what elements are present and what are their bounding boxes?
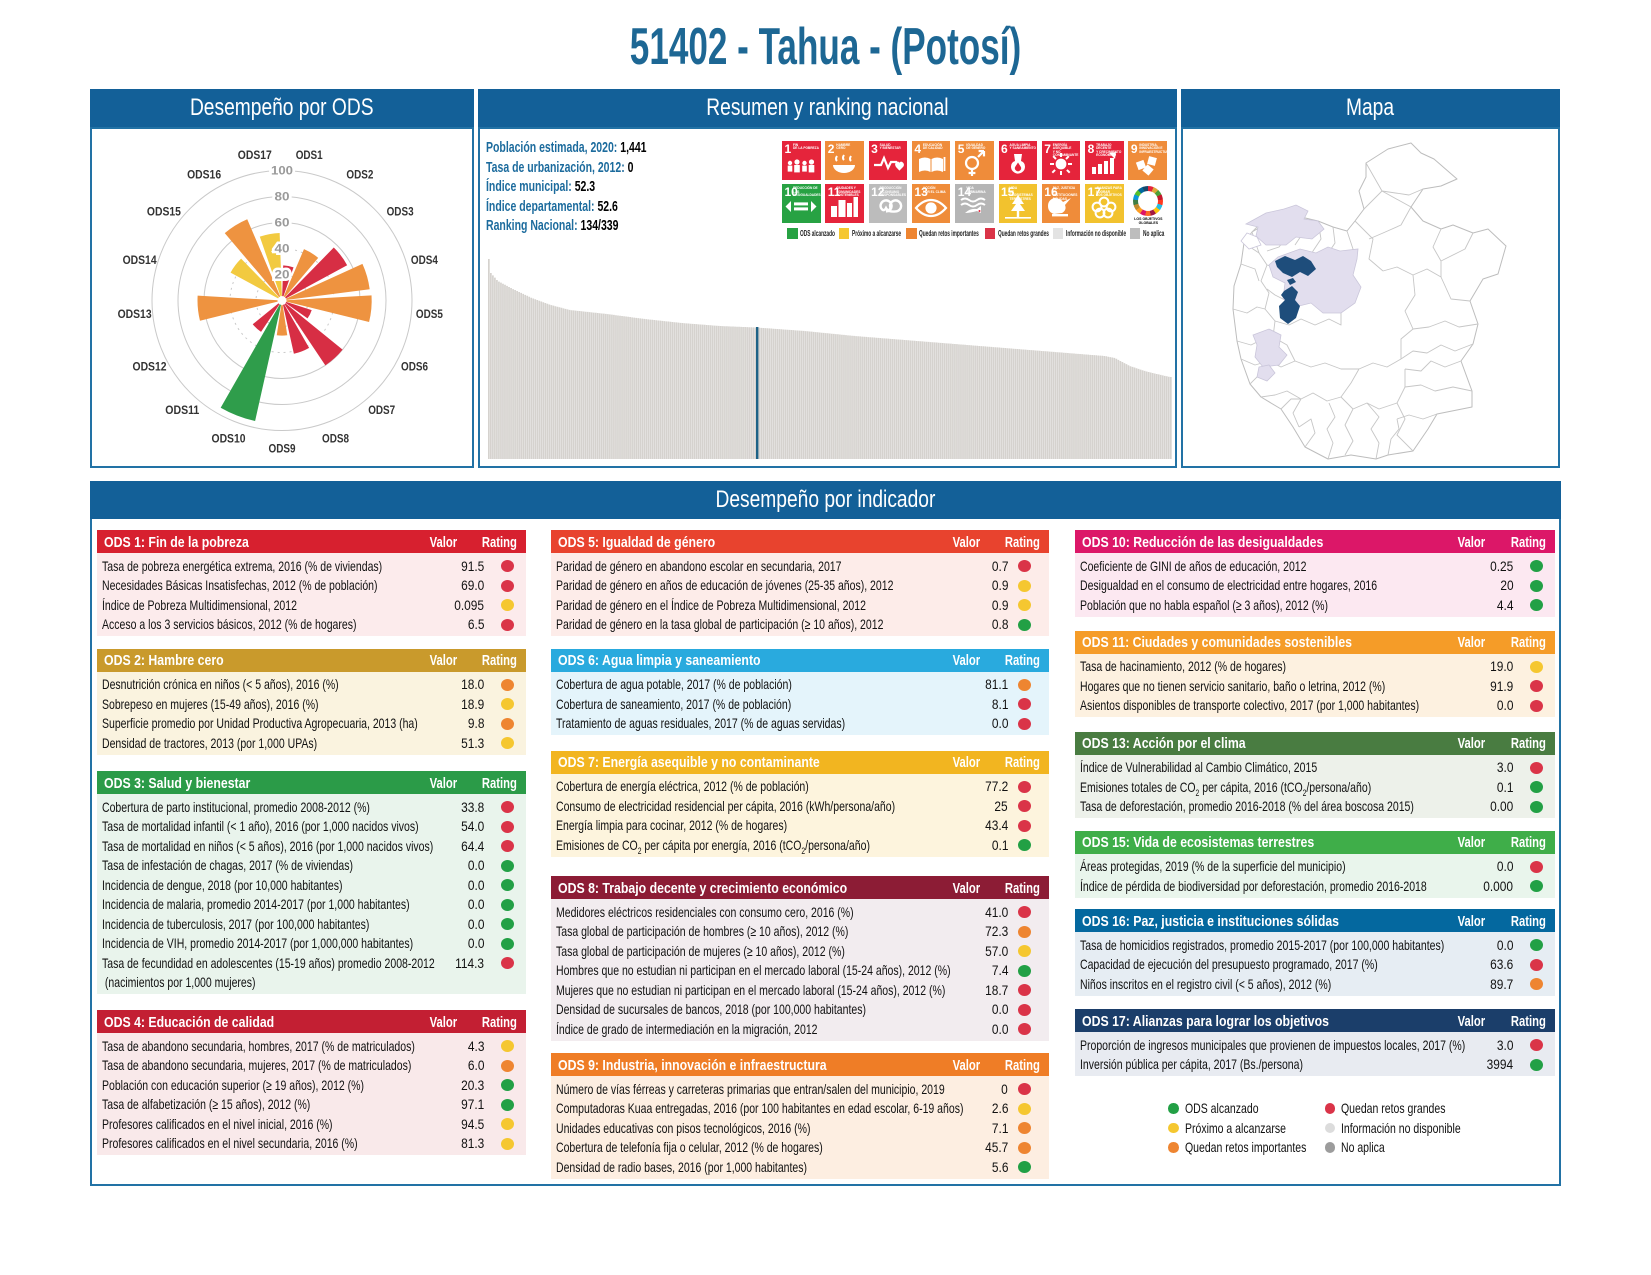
- svg-text:ODS6: ODS6: [401, 360, 428, 374]
- svg-text:ODS14: ODS14: [122, 253, 156, 267]
- svg-text:ODS1: ODS1: [295, 148, 322, 162]
- svg-text:ODS8: ODS8: [322, 432, 349, 446]
- svg-text:ODS7: ODS7: [368, 403, 395, 417]
- svg-text:ODS12: ODS12: [132, 360, 166, 374]
- svg-text:60: 60: [274, 216, 289, 230]
- svg-text:ODS9: ODS9: [268, 442, 295, 456]
- svg-text:ODS4: ODS4: [410, 253, 437, 267]
- svg-text:100: 100: [271, 164, 293, 178]
- svg-text:ODS2: ODS2: [346, 168, 373, 182]
- svg-text:ODS16: ODS16: [187, 168, 221, 182]
- svg-text:ODS10: ODS10: [211, 432, 245, 446]
- svg-text:ODS17: ODS17: [237, 148, 271, 162]
- svg-text:80: 80: [274, 190, 289, 204]
- svg-text:ODS5: ODS5: [415, 307, 442, 321]
- svg-text:40: 40: [274, 242, 289, 256]
- svg-text:ODS13: ODS13: [117, 307, 151, 321]
- svg-text:ODS3: ODS3: [386, 204, 413, 218]
- svg-text:ODS15: ODS15: [146, 204, 180, 218]
- svg-text:20: 20: [274, 268, 289, 282]
- svg-text:ODS11: ODS11: [165, 403, 199, 417]
